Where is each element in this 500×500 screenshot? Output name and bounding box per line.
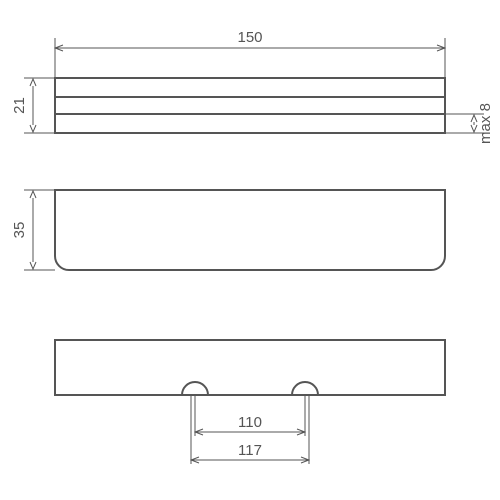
svg-text:150: 150 bbox=[237, 29, 262, 46]
bottom-view-outline bbox=[55, 340, 445, 395]
top-view-outline bbox=[55, 78, 445, 133]
svg-text:117: 117 bbox=[238, 442, 262, 459]
hole-2 bbox=[292, 382, 318, 395]
svg-text:max 8: max 8 bbox=[477, 103, 494, 144]
svg-text:110: 110 bbox=[238, 414, 262, 431]
svg-text:21: 21 bbox=[11, 97, 28, 114]
side-view-outline bbox=[55, 190, 445, 270]
hole-1 bbox=[182, 382, 208, 395]
technical-drawing: 150 21 max 8 35 110 117 bbox=[0, 0, 500, 500]
svg-text:35: 35 bbox=[11, 222, 28, 239]
